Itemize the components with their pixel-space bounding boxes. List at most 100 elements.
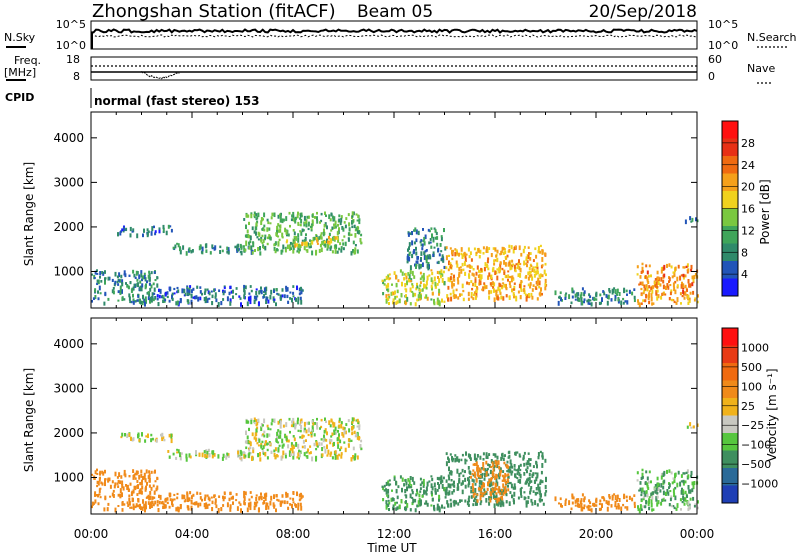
echo-cell	[169, 498, 172, 502]
echo-cell	[206, 453, 209, 458]
echo-cell	[289, 503, 292, 506]
echo-cell	[136, 493, 139, 496]
echo-cell	[251, 226, 254, 231]
echo-cell	[182, 245, 185, 250]
echo-cell	[439, 274, 442, 279]
echo-cell	[464, 470, 466, 474]
echo-cell	[140, 473, 143, 478]
echo-cell	[498, 465, 501, 470]
echo-cell	[499, 261, 502, 265]
echo-cell	[121, 508, 124, 512]
echo-cell	[142, 233, 144, 238]
echo-cell	[507, 270, 510, 273]
echo-cell	[237, 454, 239, 458]
echo-cell	[161, 294, 164, 298]
echo-cell	[645, 499, 648, 505]
echo-cell	[334, 431, 337, 435]
echo-cell	[150, 486, 153, 491]
echo-cell	[96, 282, 99, 286]
echo-cell	[451, 257, 454, 261]
echo-cell	[407, 232, 410, 237]
echo-cell	[419, 265, 422, 269]
echo-cell	[628, 495, 631, 500]
echo-cell	[269, 428, 272, 431]
echo-cell	[485, 285, 488, 289]
echo-cell	[636, 273, 639, 276]
echo-cell	[440, 237, 443, 242]
echo-cell	[330, 245, 333, 249]
echo-cell	[245, 224, 247, 230]
echo-cell	[197, 502, 200, 508]
echo-cell	[306, 243, 309, 247]
echo-cell	[662, 498, 665, 502]
echo-cell	[296, 285, 298, 291]
echo-cell	[334, 249, 337, 254]
echo-cell	[451, 483, 454, 486]
echo-cell	[498, 475, 501, 480]
echo-cell	[526, 295, 528, 299]
echo-cell	[262, 218, 264, 221]
echo-cell	[249, 501, 252, 507]
echo-cell	[248, 498, 251, 501]
echo-cell	[423, 283, 425, 288]
echo-cell	[154, 232, 157, 236]
echo-cell	[420, 500, 422, 506]
echo-cell	[343, 221, 346, 224]
echo-cell	[333, 429, 336, 433]
echo-cell	[663, 470, 666, 476]
echo-cell	[494, 247, 497, 252]
echo-cell	[340, 423, 343, 429]
echo-cell	[122, 230, 125, 233]
echo-cell	[654, 278, 657, 281]
echo-cell	[338, 453, 341, 457]
echo-cell	[493, 259, 496, 263]
echo-cell	[587, 504, 590, 509]
echo-cell	[171, 292, 174, 296]
echo-cell	[523, 491, 526, 494]
echo-cell	[491, 477, 494, 480]
echo-cell	[267, 221, 270, 225]
echo-cell	[324, 211, 326, 215]
y-tick-label: 2000	[53, 220, 84, 234]
echo-cell	[528, 458, 530, 461]
echo-cell	[536, 262, 539, 267]
echo-cell	[464, 271, 467, 276]
echo-cell	[637, 301, 640, 305]
echo-cell	[132, 505, 135, 511]
echo-cell	[461, 489, 464, 495]
echo-cell	[687, 295, 690, 300]
echo-cell	[300, 290, 303, 295]
echo-cell	[262, 445, 265, 449]
echo-cell	[412, 292, 415, 298]
echo-cell	[505, 287, 508, 291]
echo-cell	[347, 238, 350, 242]
echo-cell	[436, 236, 439, 240]
echo-cell	[358, 218, 361, 221]
echo-cell	[95, 494, 98, 497]
echo-cell	[408, 484, 410, 489]
echo-cell	[507, 465, 510, 469]
echo-cell	[297, 296, 300, 302]
echo-cell	[459, 499, 461, 503]
echo-cell	[120, 436, 123, 439]
echo-cell	[143, 472, 146, 477]
echo-cell	[211, 500, 214, 505]
echo-cell	[256, 216, 259, 220]
echo-cell	[353, 250, 356, 255]
echo-cell	[208, 453, 211, 458]
echo-cell	[439, 270, 442, 275]
echo-cell	[529, 252, 532, 256]
echo-cell	[586, 505, 589, 509]
echo-cell	[175, 301, 178, 306]
echo-cell	[625, 289, 628, 293]
echo-cell	[337, 444, 340, 449]
echo-cell	[351, 211, 354, 216]
echo-cell	[185, 457, 188, 462]
echo-cell	[536, 464, 538, 469]
echo-cell	[662, 284, 665, 290]
echo-cell	[638, 302, 641, 308]
echo-cell	[339, 448, 342, 452]
echo-cell	[277, 223, 280, 227]
echo-cell	[146, 228, 149, 232]
